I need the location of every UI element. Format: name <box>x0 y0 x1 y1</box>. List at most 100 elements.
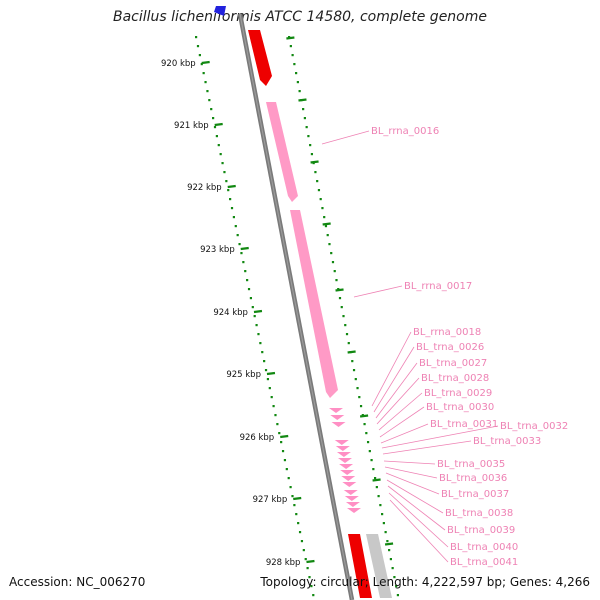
inner-ring-dot <box>247 288 251 291</box>
inner-ring-dot <box>204 81 207 84</box>
inner-ring-dot <box>210 108 213 111</box>
inner-ring-dot <box>215 135 218 138</box>
outer-ring-dot <box>309 144 312 147</box>
inner-ring-dot <box>206 90 209 93</box>
inner-ring-dot <box>208 99 211 102</box>
outer-ring-dot <box>381 513 384 516</box>
inner-ring-dot <box>281 450 285 453</box>
gene-label: BL_rrna_0017 <box>404 281 472 292</box>
label-leader <box>321 130 370 145</box>
outer-ring-dot <box>314 171 317 174</box>
map-title: Bacillus licheniformis ATCC 14580, compl… <box>113 9 487 25</box>
inner-ring-dot <box>274 414 277 417</box>
label-leader <box>388 492 449 548</box>
outer-ring-dot <box>363 423 366 426</box>
kbp-tick <box>280 434 289 439</box>
trna-feature <box>335 446 350 451</box>
kbp-label: 925 kbp <box>226 370 261 380</box>
outer-ring-dot <box>354 378 357 381</box>
inner-ring-dot <box>202 72 205 75</box>
gene-feature <box>366 534 392 598</box>
outer-ring-dot <box>377 495 380 498</box>
outer-ring-dash <box>286 36 295 40</box>
tick-ring-inner <box>195 36 315 597</box>
inner-ring-dot <box>270 396 273 399</box>
trna-feature <box>330 415 345 420</box>
gene-label: BL_trna_0031 <box>430 419 498 430</box>
outer-ring-dot <box>326 234 329 237</box>
kbp-label: 927 kbp <box>253 495 288 505</box>
inner-ring-dot <box>295 513 298 516</box>
gene-labels: BL_rrna_0016 BL_rrna_0017 BL_rrna_0018 BL_t… <box>321 126 568 568</box>
outer-ring-dot <box>375 486 378 489</box>
outer-ring-dot <box>389 558 392 561</box>
kbp-tick <box>253 309 263 314</box>
trna-feature <box>338 458 352 463</box>
outer-ring-dot <box>345 333 349 336</box>
inner-ring-dot <box>278 432 281 435</box>
gene-label: BL_trna_0036 <box>439 473 507 484</box>
label-leader <box>379 406 425 438</box>
outer-ring-dot <box>365 432 368 435</box>
inner-ring-dot <box>298 531 302 534</box>
inner-ring-dot <box>240 252 243 255</box>
outer-ring-dot <box>338 297 342 300</box>
inner-ring-dot <box>212 117 215 120</box>
inner-ring-dot <box>255 324 258 327</box>
trna-feature <box>336 452 351 457</box>
label-leader <box>387 485 446 531</box>
inner-ring-dot <box>306 567 309 570</box>
outer-ring-dot <box>347 342 350 345</box>
label-leader <box>389 499 449 563</box>
inner-ring-dot <box>217 144 220 147</box>
outer-ring-dot <box>340 306 343 309</box>
inner-ring-dot <box>266 378 270 381</box>
inner-ring-dot <box>253 315 256 318</box>
inner-ring-dot <box>195 36 198 39</box>
outer-ring-dot <box>305 126 308 129</box>
inner-ring-dot <box>276 423 279 426</box>
inner-ring-dot <box>251 306 254 309</box>
inner-ring-dot <box>246 279 249 282</box>
label-leader <box>373 346 415 413</box>
outer-ring-dot <box>303 117 306 120</box>
kbp-tick <box>227 184 236 189</box>
label-leader <box>380 423 429 444</box>
outer-ring-dot <box>356 387 359 390</box>
rrna-feature-0016 <box>266 102 298 202</box>
inner-ring-dot <box>289 486 292 489</box>
outer-ring-dot <box>342 315 345 318</box>
trna-feature <box>343 490 358 495</box>
inner-ring-dot <box>264 369 268 372</box>
label-leader <box>386 479 444 514</box>
trna-feature <box>342 482 357 487</box>
inner-ring-dot <box>249 297 253 300</box>
gene-label: BL_trna_0028 <box>421 373 489 384</box>
label-leader <box>378 392 423 431</box>
inner-ring-dot <box>225 180 228 183</box>
inner-ring-dot <box>293 504 296 507</box>
inner-ring-dot <box>280 441 283 444</box>
kbp-label: 923 kbp <box>200 245 235 255</box>
trna-feature <box>345 502 360 507</box>
kbp-label: 920 kbp <box>161 59 196 69</box>
label-leader <box>385 472 440 495</box>
outer-ring-dot <box>323 216 326 219</box>
outer-ring-dash <box>322 222 331 226</box>
gene-label: BL_trna_0035 <box>437 459 505 470</box>
outer-ring-dot <box>351 360 354 363</box>
inner-ring-dot <box>236 234 239 237</box>
outer-ring-dash <box>347 350 356 354</box>
kbp-tick <box>293 496 302 501</box>
outer-ring-dash <box>359 414 369 418</box>
outer-ring-dot <box>393 576 396 579</box>
trna-feature <box>341 476 356 481</box>
outer-ring-dot <box>388 549 391 552</box>
inner-ring-dot <box>257 333 260 336</box>
rrna-feature-0017 <box>290 210 338 398</box>
outer-ring-dot <box>373 477 377 480</box>
outer-ring-dot <box>310 153 314 156</box>
outer-ring-dot <box>386 540 389 543</box>
gene-label: BL_trna_0030 <box>426 402 494 413</box>
kbp-label: 924 kbp <box>213 308 248 318</box>
